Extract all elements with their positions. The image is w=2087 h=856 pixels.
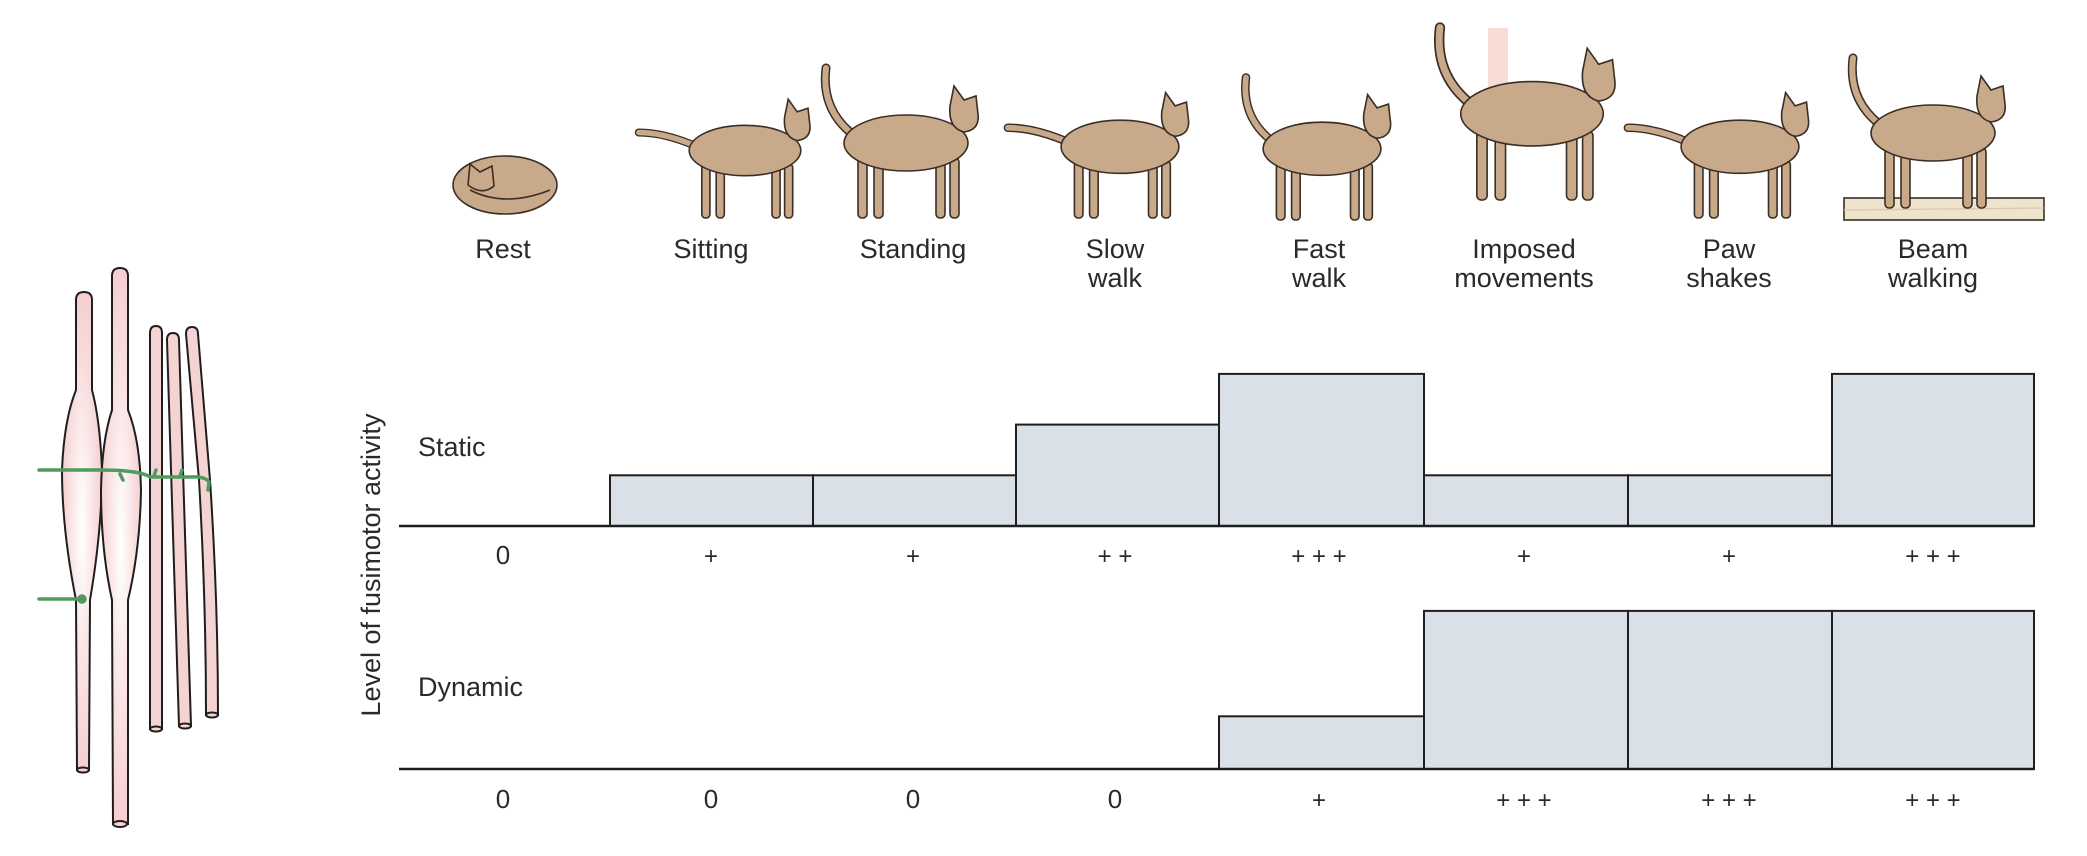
bar-static-5 bbox=[1423, 474, 1629, 527]
nuclear-chain-fiber-1 bbox=[149, 324, 163, 730]
behavior-label: Rest bbox=[475, 234, 531, 264]
value-label-static: 0 bbox=[496, 540, 510, 570]
bars-layer bbox=[399, 372, 2035, 771]
behavior-label-line2: shakes bbox=[1686, 263, 1772, 293]
bar-static-3 bbox=[1015, 423, 1220, 528]
value-label-static: + + + bbox=[1291, 543, 1346, 570]
muscle-spindle-illustration bbox=[60, 266, 220, 828]
value-labels: 0 + + + + + + + + + + + + 0 0 0 0 + + + + + + + + + + bbox=[496, 540, 1961, 814]
cat-fast-walk-icon bbox=[1241, 73, 1392, 221]
value-label-static: + bbox=[704, 543, 718, 570]
value-label-dynamic: + + + bbox=[1701, 787, 1756, 814]
behavior-label: Paw bbox=[1703, 234, 1756, 264]
value-label-static: + bbox=[1517, 543, 1531, 570]
bar-static-7 bbox=[1831, 372, 2035, 527]
value-label-dynamic: + + + bbox=[1496, 787, 1551, 814]
value-label-static: + + + bbox=[1905, 543, 1960, 570]
behavior-label-line2: movements bbox=[1454, 263, 1594, 293]
fusimotor-nerve-fibers bbox=[37, 468, 211, 604]
cat-slow-walk-icon bbox=[1003, 90, 1190, 219]
axon-branch-2 bbox=[152, 468, 158, 478]
y-axis-label: Level of fusimotor activity bbox=[356, 413, 386, 717]
axon-branch-1 bbox=[118, 472, 125, 482]
behavior-label: Imposed bbox=[1472, 234, 1576, 264]
axon-branch-3 bbox=[178, 468, 184, 478]
value-label-static: + + bbox=[1098, 543, 1133, 570]
value-label-static: + bbox=[906, 543, 920, 570]
behavior-labels: Rest Sitting Standing SlowwalkFastwalkImpos… bbox=[475, 234, 1978, 293]
nuclear-chain-fiber-2 bbox=[165, 331, 193, 727]
bar-static-2 bbox=[812, 474, 1017, 527]
static-gamma-axon bbox=[37, 468, 211, 492]
bar-static-4 bbox=[1218, 372, 1425, 527]
bar-dynamic-7 bbox=[1831, 609, 2035, 771]
cat-standing-icon bbox=[820, 63, 980, 219]
behavior-label-line2: walk bbox=[1087, 263, 1143, 293]
nuclear-bag-fiber-1 bbox=[60, 290, 104, 771]
bar-dynamic-5 bbox=[1423, 609, 1629, 771]
value-label-dynamic: 0 bbox=[704, 784, 718, 814]
value-label-dynamic: + bbox=[1312, 787, 1326, 814]
value-label-dynamic: 0 bbox=[496, 784, 510, 814]
cat-sitting-icon bbox=[634, 97, 811, 219]
cat-paw-shake-icon bbox=[1623, 90, 1810, 219]
series-label-static: Static bbox=[418, 432, 486, 462]
value-label-dynamic: + + + bbox=[1905, 787, 1960, 814]
bar-static-1 bbox=[609, 474, 814, 527]
cat-beam-walking-icon bbox=[1843, 53, 2045, 221]
behavior-label: Fast bbox=[1293, 234, 1346, 264]
value-label-dynamic: 0 bbox=[1108, 784, 1122, 814]
cat-imposed-movement-icon bbox=[1434, 22, 1616, 201]
nuclear-chain-fiber-3 bbox=[184, 325, 220, 716]
behavior-label-line2: walking bbox=[1887, 263, 1978, 293]
value-label-dynamic: 0 bbox=[906, 784, 920, 814]
value-label-static: + bbox=[1722, 543, 1736, 570]
nuclear-bag-fiber-2 bbox=[99, 266, 143, 825]
bar-static-6 bbox=[1627, 474, 1833, 527]
behavior-label: Sitting bbox=[673, 234, 748, 264]
behavior-label: Slow bbox=[1086, 234, 1145, 264]
behavior-label-line2: walk bbox=[1291, 263, 1347, 293]
behavior-illustrations bbox=[452, 22, 2045, 221]
behavior-label: Beam bbox=[1898, 234, 1969, 264]
behavior-label: Standing bbox=[860, 234, 967, 264]
cat-resting-icon bbox=[452, 155, 558, 215]
dynamic-ending bbox=[77, 594, 87, 604]
bar-dynamic-6 bbox=[1627, 609, 1833, 771]
series-label-dynamic: Dynamic bbox=[418, 672, 523, 702]
bar-dynamic-4 bbox=[1218, 715, 1425, 770]
